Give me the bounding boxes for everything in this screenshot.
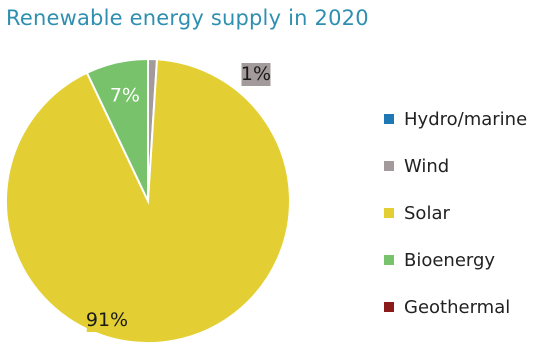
legend-label-bioenergy: Bioenergy [404,249,496,271]
data-label-bg-wind [241,63,271,86]
legend-item-wind: Wind [384,154,527,178]
legend-swatch-geothermal [384,302,394,312]
pie-data-labels: 1% 91% 7% [86,63,271,332]
legend-item-bioenergy: Bioenergy [384,248,527,272]
legend-swatch-solar [384,208,394,218]
legend-label-hydro-marine: Hydro/marine [404,108,528,130]
legend-swatch-bioenergy [384,255,394,265]
legend-item-hydro-marine: Hydro/marine [384,107,527,131]
data-label-wind: 1% [241,63,271,85]
pie-slice-bioenergy [85,57,149,202]
data-label-bg-solar [86,309,128,332]
legend-item-geothermal: Geothermal [384,295,527,319]
legend-swatch-wind [384,161,394,171]
legend-item-solar: Solar [384,201,527,225]
pie-slices [5,57,291,344]
data-label-bioenergy: 7% [110,84,140,106]
chart-legend: Hydro/marine Wind Solar Bioenergy Geothermal [384,107,527,342]
legend-label-solar: Solar [404,202,450,224]
legend-label-geothermal: Geothermal [404,296,511,318]
data-label-solar: 91% [86,309,128,331]
legend-label-wind: Wind [404,155,450,177]
legend-swatch-hydro-marine [384,114,394,124]
chart-title: Renewable energy supply in 2020 [6,6,369,30]
